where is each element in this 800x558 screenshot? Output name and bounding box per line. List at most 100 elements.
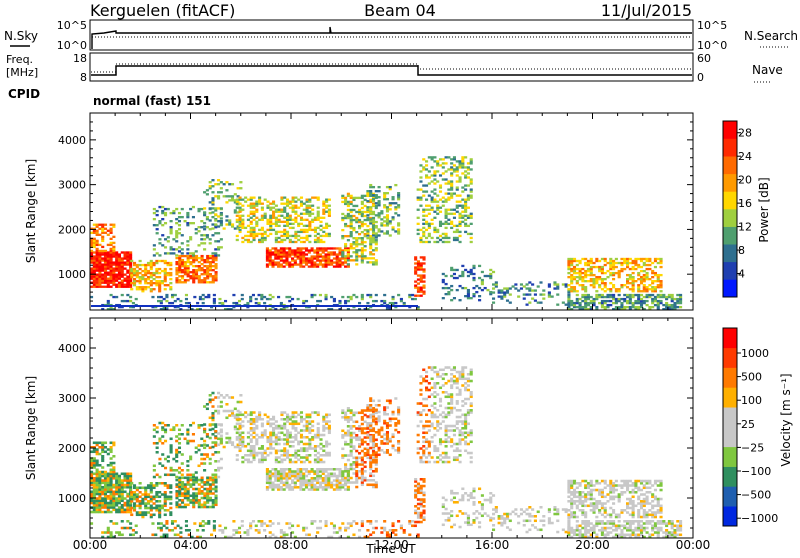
power-cell [400,300,403,302]
power-cell [676,298,679,300]
power-cell [433,201,436,203]
power-cell [278,215,281,217]
velocity-cell [283,423,286,426]
velocity-cell [239,432,242,435]
power-cell [175,269,178,271]
power-cell [620,302,623,304]
velocity-cell [338,484,341,487]
velocity-cell [358,457,361,460]
power-cell [264,213,267,215]
velocity-cell [375,409,378,412]
velocity-cell [98,464,101,467]
velocity-cell [158,507,161,510]
power-cell [112,267,115,269]
power-cell [472,265,475,267]
freq-left-tick-bottom: 8 [80,71,87,84]
velocity-cell [361,443,364,446]
velocity-cell [98,506,101,509]
power-cell [214,195,217,197]
power-cell [115,276,118,278]
velocity-cell [300,450,303,453]
power-cell [640,294,643,296]
velocity-cell [341,484,344,487]
power-cell [302,257,305,259]
power-cell [150,264,153,266]
power-cell [322,257,325,259]
power-cell [587,262,590,264]
power-cell [422,194,425,196]
power-cell [548,295,551,297]
power-cell [286,225,289,227]
power-cell [626,260,629,262]
power-cell [93,284,96,286]
velocity-cell [361,484,364,487]
power-cell [609,296,612,298]
power-cell [175,271,178,273]
power-cell [509,301,512,303]
power-cell [316,257,319,259]
power-cell [439,235,442,237]
velocity-cell [297,470,300,473]
velocity-cell [252,418,255,421]
velocity-cell [252,436,255,439]
velocity-cell [269,443,272,446]
velocity-cell [417,492,420,495]
velocity-cell [184,477,187,480]
power-cell [292,205,295,207]
velocity-cell [258,416,261,419]
power-cell [461,287,464,289]
velocity-cell [355,472,358,475]
velocity-cell [155,509,158,512]
velocity-cell [372,420,375,423]
velocity-cell [292,414,295,417]
power-cell [445,217,448,219]
velocity-cell [322,468,325,471]
power-cell [297,207,300,209]
power-cell [389,234,392,236]
velocity-cell [96,504,99,507]
power-cell [576,302,579,304]
power-cell [445,199,448,201]
power-cell [344,199,347,201]
velocity-cell [313,488,316,491]
power-cell [250,197,253,199]
velocity-cell [372,430,375,433]
velocity-cell [214,441,217,444]
power-cell [328,225,331,227]
velocity-cell [150,509,153,512]
velocity-cell [336,484,339,487]
velocity-cell [206,501,209,504]
power-cell [217,215,220,217]
velocity-cell [211,399,214,402]
power-cell [278,241,281,243]
velocity-cell [211,433,214,436]
power-cell [344,225,347,227]
power-cell [593,298,596,300]
power-cell [573,288,576,290]
power-cell [288,265,291,267]
power-cell [640,302,643,304]
power-cell [386,192,389,194]
power-cell [141,276,144,278]
power-cell [297,239,300,241]
velocity-cell [153,435,156,438]
velocity-cell [266,423,269,426]
power-cell [247,241,250,243]
power-cell [247,219,250,221]
power-cell [133,280,136,282]
velocity-cell [129,486,132,489]
power-cell [169,282,172,284]
power-cell [192,279,195,281]
power-cell [506,291,509,293]
power-cell [464,205,467,207]
velocity-cell [209,499,212,502]
power-cell [439,186,442,188]
power-cell [646,258,649,260]
power-cell [297,247,300,249]
velocity-cell [311,484,314,487]
power-cell [643,276,646,278]
power-cell [107,282,110,284]
velocity-cell [206,477,209,480]
velocity-cell [316,477,319,480]
power-cell [626,266,629,268]
